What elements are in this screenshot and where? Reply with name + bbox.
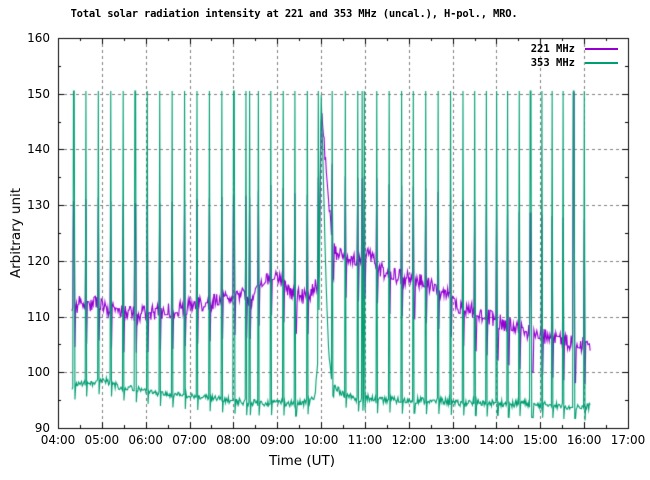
y-tick-label: 150 [27,86,50,101]
x-tick-label: 15:00 [523,433,558,447]
x-tick-label: 07:00 [172,433,207,447]
x-tick-label: 05:00 [84,433,120,447]
x-axis-label: Time (UT) [269,453,335,469]
x-tick-label: 17:00 [610,433,646,447]
x-tick-label: 14:00 [479,433,514,447]
y-tick-label: 160 [27,31,50,45]
y-tick-label: 130 [27,198,50,213]
x-tick-label: 12:00 [391,433,427,447]
y-tick-label: 120 [27,253,50,268]
y-tick-label: 90 [34,421,50,435]
x-tick-label: 06:00 [128,433,163,447]
x-tick-label: 16:00 [566,433,602,447]
chart-title: Total solar radiation intensity at 221 a… [70,8,518,20]
chart-legend: 221 MHz 353 MHz [531,42,618,70]
x-tick-label: 09:00 [259,433,295,447]
legend-entry-221mhz: 221 MHz [531,42,618,56]
y-tick-label: 110 [27,309,50,324]
x-tick-label: 04:00 [40,433,76,447]
x-tick-label: 08:00 [216,433,251,447]
x-tick-label: 10:00 [303,433,339,447]
legend-label-353mhz: 353 MHz [530,57,575,69]
y-tick-label: 140 [27,142,50,157]
x-tick-label: 13:00 [435,433,470,447]
x-tick-label: 11:00 [347,433,383,447]
y-tick-label: 100 [27,365,50,380]
legend-entry-353mhz: 353 MHz [531,56,618,70]
legend-line-221mhz [585,48,618,50]
legend-label-221mhz: 221 MHz [530,43,575,55]
legend-line-353mhz [585,62,618,64]
